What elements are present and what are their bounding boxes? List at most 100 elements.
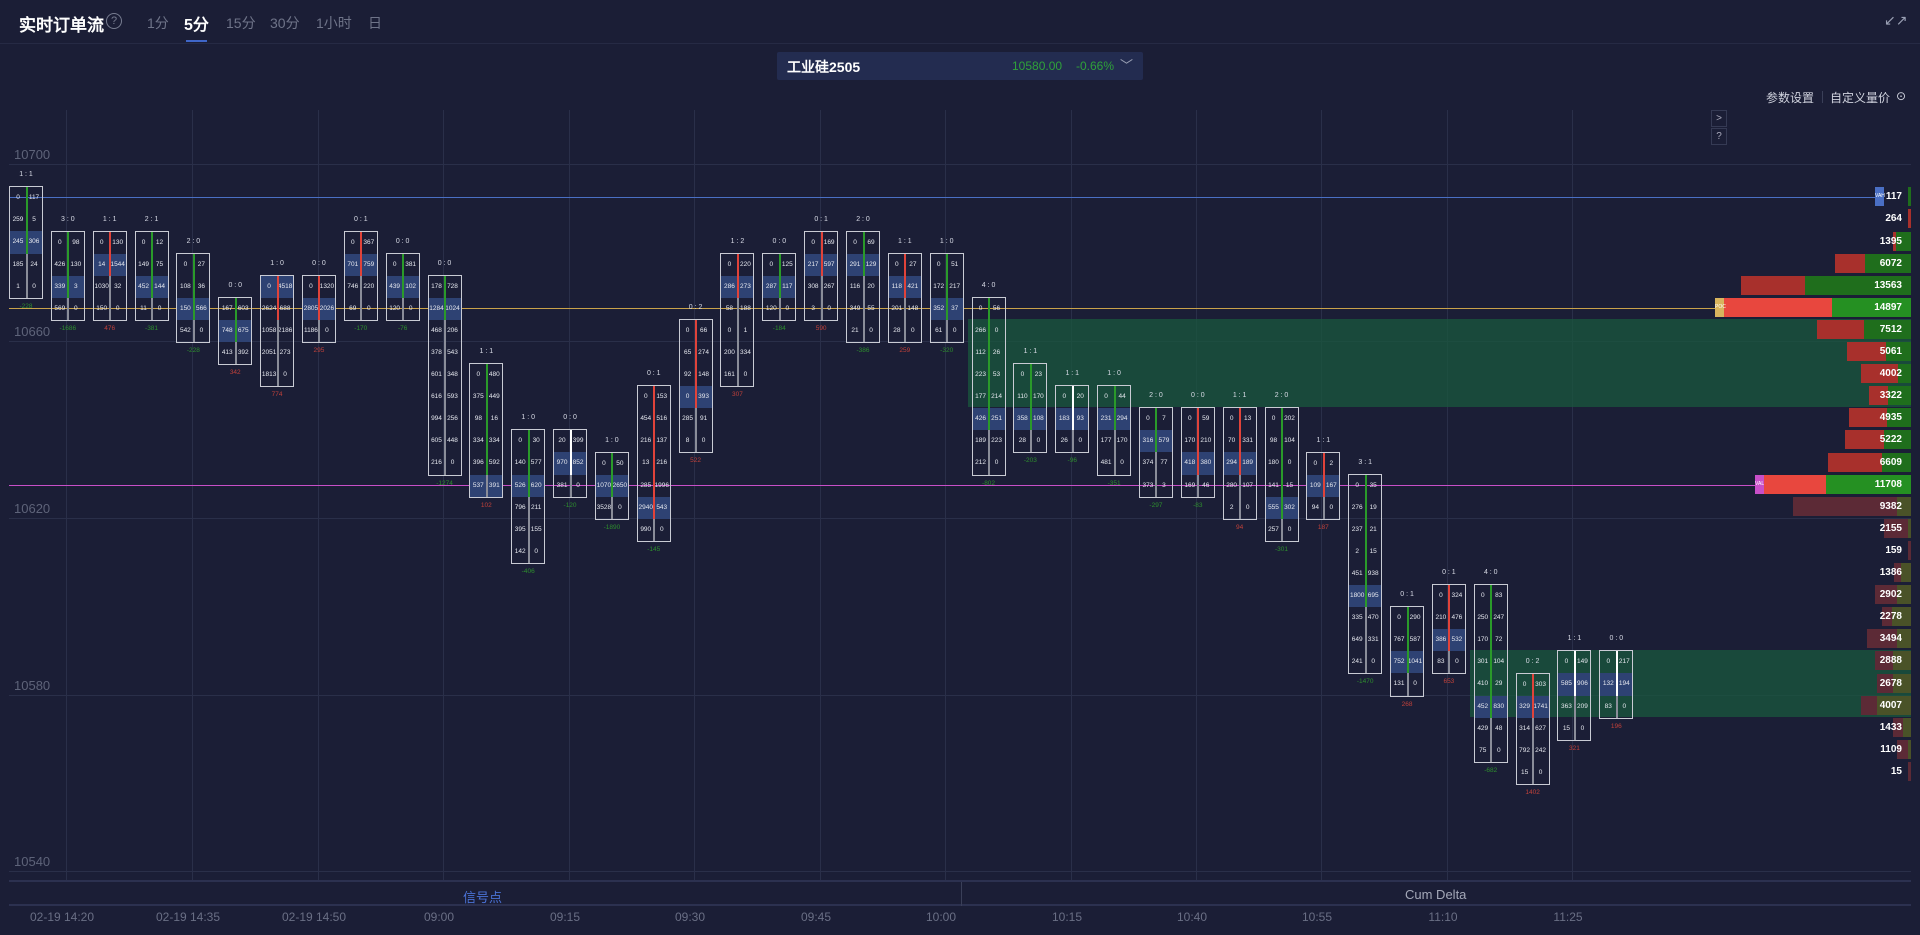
bid-volume: 386 (1435, 636, 1447, 644)
price-level-row: 0 169 (805, 232, 837, 254)
tab-1hour[interactable]: 1小时 (316, 15, 352, 31)
expand-side-button[interactable]: > (1711, 110, 1727, 127)
candle-imbalance-ratio: 2 : 1 (144, 215, 159, 223)
candle-delta: 259 (899, 346, 911, 354)
candle-body-bar (25, 187, 28, 254)
bid-volume: 131 (1393, 680, 1405, 688)
bid-volume: 481 (1100, 459, 1112, 467)
candle-box: 0 217 132 194 83 0 (1599, 650, 1634, 719)
settings-circle-icon[interactable]: ⊙ (1896, 89, 1907, 103)
tab-signals[interactable]: 信号点 (463, 890, 503, 905)
price-level-row: 0 44 (1098, 386, 1130, 408)
bid-volume: 0 (1062, 393, 1067, 401)
ask-volume: 12 (155, 238, 164, 246)
bid-volume: 150 (96, 304, 108, 312)
collapse-icon[interactable]: ↙↗ (1884, 12, 1908, 28)
ask-volume: 170 (1032, 393, 1044, 401)
sell-volume-bar (1793, 496, 1897, 516)
candle-delta: 187 (1317, 523, 1329, 531)
bid-volume: 468 (431, 326, 442, 334)
price-level-row: 0 50 (596, 453, 628, 475)
candle-delta: 102 (480, 501, 492, 509)
candle-body-bar (234, 297, 237, 342)
ask-volume: 0 (1622, 702, 1627, 710)
price-level-row: 0 66 (680, 320, 712, 342)
tab-30min[interactable]: 30分 (270, 15, 300, 31)
ask-volume: 0 (994, 326, 999, 334)
bid-volume: 970 (556, 459, 568, 467)
bid-volume: 314 (1519, 724, 1531, 732)
bid-volume: 0 (267, 282, 271, 290)
volume-profile-row: 5222 (0, 429, 1920, 451)
custom-volume-price-link[interactable]: 自定义量价 (1830, 91, 1891, 105)
volume-profile-row: 2678 (0, 673, 1920, 695)
help-icon[interactable]: ? (106, 13, 122, 29)
price-level-row: 451 938 (1349, 563, 1381, 585)
candle-imbalance-ratio: 0 : 1 (353, 215, 368, 223)
candle-wick-bar (904, 297, 907, 342)
candle-imbalance-ratio: 2 : 0 (186, 237, 201, 245)
volume-profile-value: 1109 (1880, 743, 1902, 755)
tab-5min[interactable]: 5分 (184, 11, 209, 42)
price-level-row: 83 0 (1433, 651, 1465, 673)
tab-day[interactable]: 日 (368, 15, 382, 31)
ask-volume: 421 (907, 282, 919, 290)
candle-imbalance-ratio: 1 : 1 (1232, 392, 1247, 400)
candle-imbalance-ratio: 0 : 2 (688, 303, 703, 311)
volume-profile-value: 14897 (1874, 301, 1902, 313)
ask-volume: 0 (869, 326, 873, 334)
candle-imbalance-ratio: 0 : 0 (395, 237, 410, 245)
volume-profile-value: 2902 (1879, 589, 1902, 601)
ask-volume: 170 (1116, 437, 1128, 445)
params-settings-link[interactable]: 参数设置 (1766, 91, 1815, 105)
ask-volume: 108 (1032, 415, 1044, 423)
ask-volume: 216 (656, 459, 668, 467)
ask-volume: 695 (1367, 592, 1379, 600)
candle-box: 0 7 316 579 374 77 373 3 (1138, 407, 1173, 498)
price-level-row: 26 0 (1056, 430, 1088, 452)
price-level-row: 216 0 (429, 452, 461, 474)
ask-volume: 20 (1076, 393, 1084, 401)
price-level-row: 0 13 (1224, 408, 1256, 430)
candle-wick-bar (276, 319, 279, 387)
tab-cum-delta[interactable]: Cum Delta (1405, 887, 1467, 902)
bid-volume: 0 (183, 260, 188, 268)
candle-box: 0 324 210 476 386 532 83 0 (1431, 584, 1466, 675)
volume-profile-value: 2678 (1879, 677, 1902, 689)
bid-volume: 426 (975, 415, 986, 423)
bid-volume: 116 (849, 282, 861, 290)
ask-volume: 302 (1284, 503, 1295, 511)
bid-volume: 0 (811, 238, 815, 246)
ask-volume: 0 (408, 304, 413, 312)
bid-volume: 217 (807, 260, 819, 268)
footprint-chart[interactable]: 10700 10660 10620 10580 10540 1 : 1 0 117 259 5 24… (0, 0, 1920, 880)
ask-volume: 26 (992, 348, 1001, 356)
candle-delta: 774 (271, 391, 283, 399)
side-help-button[interactable]: ? (1711, 128, 1727, 145)
candle-box: 0 13 70 331 294 189 280 107 2 0 (1222, 407, 1257, 520)
candle-box: 0 69 291 129 116 20 349 55 21 0 (846, 230, 880, 343)
candle-imbalance-ratio: 1 : 1 (1023, 348, 1038, 356)
price-level-row: 0 220 (721, 254, 753, 276)
buy-volume-bar (1888, 386, 1911, 406)
candle-imbalance-ratio: 1 : 1 (1316, 436, 1331, 444)
candle-wick-bar (109, 275, 112, 320)
bid-volume: 28 (893, 326, 901, 334)
tab-1min[interactable]: 1分 (147, 15, 169, 31)
instrument-selector[interactable]: 工业硅2505 10580.00 -0.66% ﹀ (777, 52, 1143, 80)
candle-wick-bar (1197, 474, 1200, 497)
volume-profile-row: 6609 (0, 452, 1920, 474)
candle-wick-bar (67, 297, 70, 320)
bid-volume: 601 (431, 371, 442, 379)
bid-volume: 0 (392, 260, 397, 268)
bid-volume: 454 (640, 415, 652, 423)
buy-volume-bar (1832, 297, 1911, 317)
tab-15min[interactable]: 15分 (226, 15, 256, 31)
bid-volume: 990 (640, 525, 652, 533)
bid-volume: 752 (1393, 658, 1405, 666)
ask-volume: 303 (1535, 680, 1547, 688)
bid-volume: 185 (12, 260, 24, 268)
time-axis-label: 02-19 14:50 (281, 910, 347, 924)
